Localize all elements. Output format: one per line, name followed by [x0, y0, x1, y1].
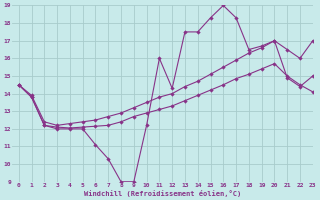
X-axis label: Windchill (Refroidissement éolien,°C): Windchill (Refroidissement éolien,°C) [84, 190, 241, 197]
